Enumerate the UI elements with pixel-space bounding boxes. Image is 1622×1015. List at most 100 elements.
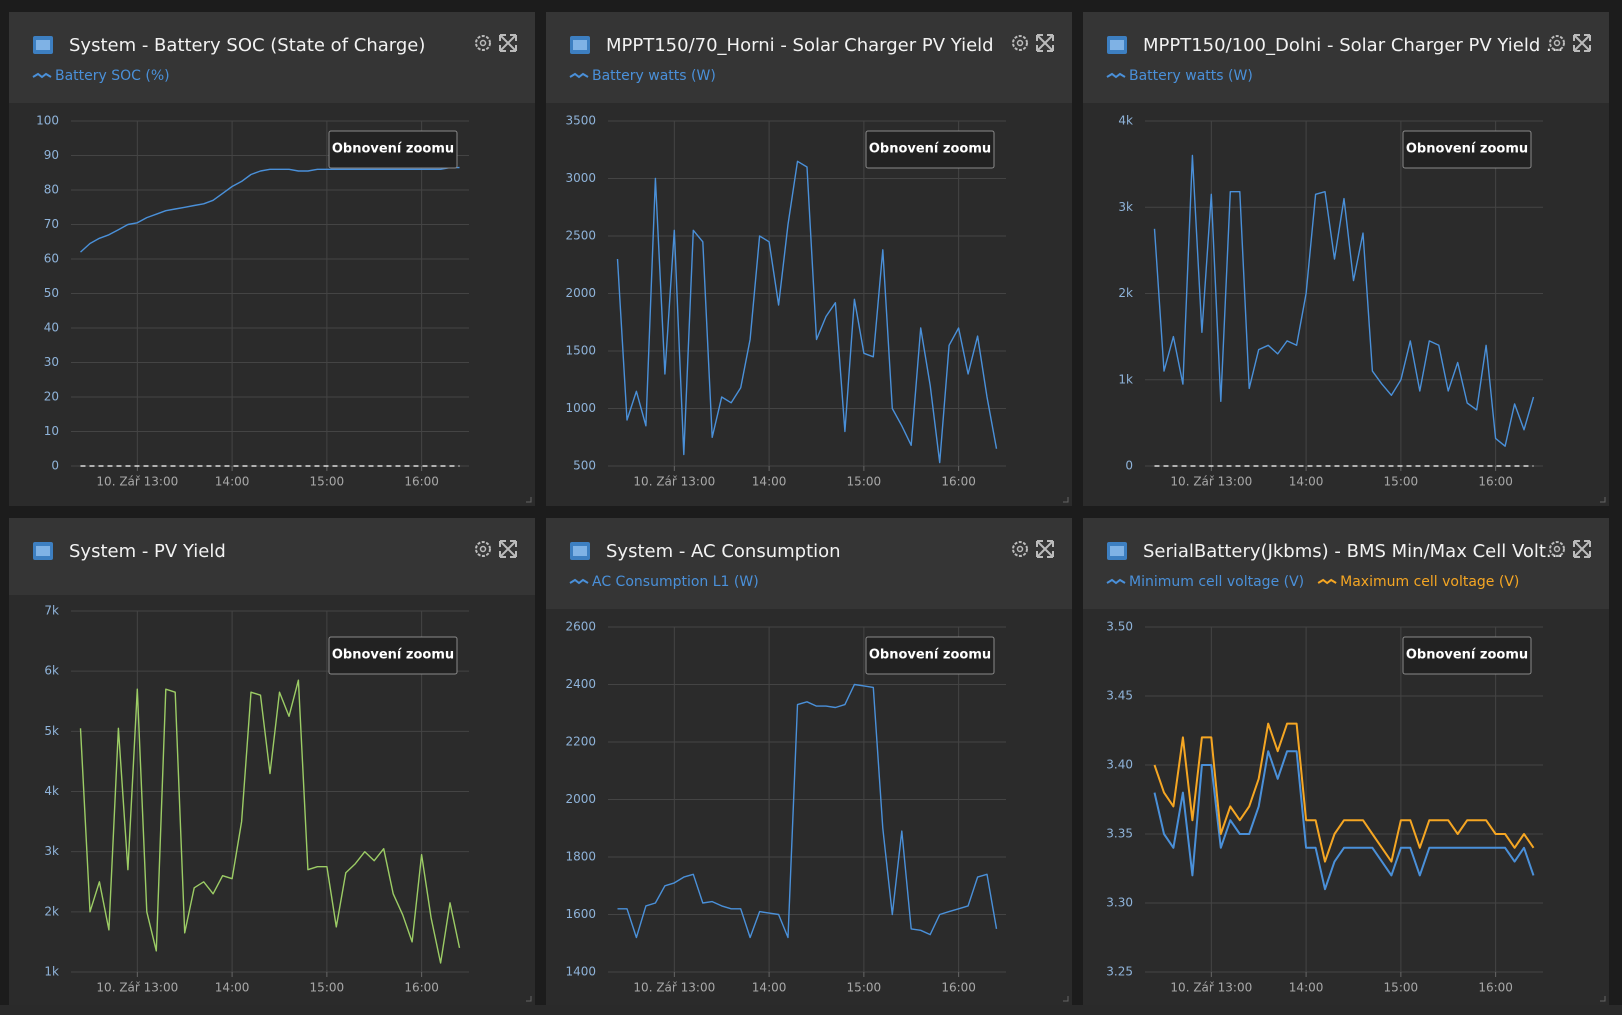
- y-tick-label: 1k: [1118, 372, 1133, 386]
- x-tick-label: 16:00: [404, 981, 439, 995]
- settings-icon-center: [1553, 545, 1561, 553]
- x-tick-label: 16:00: [941, 475, 976, 489]
- legend-label[interactable]: Battery watts (W): [592, 68, 716, 84]
- legend-label[interactable]: Battery SOC (%): [55, 68, 170, 84]
- x-tick-label: 10. Zář 13:00: [633, 981, 715, 995]
- y-tick-label: 1500: [565, 344, 596, 358]
- expand-icon[interactable]: [1036, 540, 1054, 558]
- x-tick-label: 15:00: [310, 475, 345, 489]
- expand-icon[interactable]: [499, 540, 517, 558]
- legend-label[interactable]: AC Consumption L1 (W): [592, 574, 759, 590]
- settings-icon[interactable]: [475, 35, 491, 51]
- x-tick-label: 10. Zář 13:00: [96, 981, 178, 995]
- settings-icon[interactable]: [1549, 541, 1565, 557]
- reset-zoom-label[interactable]: Obnovení zoomu: [869, 648, 991, 663]
- reset-zoom-label[interactable]: Obnovení zoomu: [1406, 648, 1528, 663]
- settings-icon[interactable]: [1012, 35, 1028, 51]
- x-tick-label: 10. Zář 13:00: [1170, 475, 1252, 489]
- y-tick-label: 6k: [44, 664, 59, 678]
- y-tick-label: 2400: [565, 677, 596, 691]
- legend-symbol: [32, 72, 52, 79]
- reset-zoom-label[interactable]: Obnovení zoomu: [869, 142, 991, 157]
- y-tick-label: 3k: [44, 844, 59, 858]
- panel-header: [1083, 518, 1609, 609]
- x-tick-label: 10. Zář 13:00: [633, 475, 715, 489]
- y-tick-label: 2k: [44, 904, 59, 918]
- chart-title: SerialBattery(Jkbms) - BMS Min/Max Cell …: [1143, 541, 1563, 562]
- data-line: [1153, 722, 1535, 863]
- expand-icon[interactable]: [1036, 34, 1054, 52]
- x-tick-label: 15:00: [847, 981, 882, 995]
- settings-icon-center: [1016, 545, 1024, 553]
- y-tick-label: 3000: [565, 171, 596, 185]
- reset-zoom-button[interactable]: [865, 130, 995, 169]
- y-tick-label: 40: [44, 321, 59, 335]
- y-tick-label: 3.50: [1106, 620, 1133, 634]
- data-line: [79, 679, 461, 964]
- y-tick-label: 3.30: [1106, 896, 1133, 910]
- resize-handle: [526, 497, 532, 503]
- x-tick-label: 14:00: [752, 475, 787, 489]
- y-tick-label: 2000: [565, 286, 596, 300]
- settings-icon-center: [479, 545, 487, 553]
- y-tick-label: 2600: [565, 620, 596, 634]
- y-tick-label: 30: [44, 355, 59, 369]
- chart-title: System - Battery SOC (State of Charge): [69, 35, 425, 56]
- settings-icon[interactable]: [1012, 541, 1028, 557]
- x-tick-label: 16:00: [404, 475, 439, 489]
- y-tick-label: 3.35: [1106, 827, 1133, 841]
- legend-label[interactable]: Maximum cell voltage (V): [1340, 574, 1519, 590]
- x-tick-label: 16:00: [941, 981, 976, 995]
- panel-header: [546, 518, 1072, 609]
- y-tick-label: 1k: [44, 965, 59, 979]
- reset-zoom-button[interactable]: [328, 636, 458, 675]
- expand-icon[interactable]: [499, 34, 517, 52]
- expand-icon[interactable]: [1573, 34, 1591, 52]
- legend-label[interactable]: Battery watts (W): [1129, 68, 1253, 84]
- y-tick-label: 4k: [44, 784, 59, 798]
- settings-icon-center: [479, 39, 487, 47]
- legend-label[interactable]: Minimum cell voltage (V): [1129, 574, 1304, 590]
- settings-icon[interactable]: [475, 541, 491, 557]
- y-tick-label: 20: [44, 390, 59, 404]
- x-tick-label: 14:00: [215, 475, 250, 489]
- y-tick-label: 1800: [565, 850, 596, 864]
- x-tick-label: 14:00: [752, 981, 787, 995]
- device-icon-inner: [573, 40, 587, 50]
- y-tick-label: 7k: [44, 604, 59, 618]
- reset-zoom-label[interactable]: Obnovení zoomu: [332, 142, 454, 157]
- data-line: [1153, 154, 1535, 447]
- y-tick-label: 5k: [44, 724, 59, 738]
- reset-zoom-label[interactable]: Obnovení zoomu: [1406, 142, 1528, 157]
- y-tick-label: 500: [573, 459, 596, 473]
- taskbar: [0, 1005, 1622, 1015]
- chart-title: MPPT150/100_Dolni - Solar Charger PV Yie…: [1143, 35, 1563, 56]
- device-icon-inner: [36, 40, 50, 50]
- x-tick-label: 14:00: [1289, 475, 1324, 489]
- device-icon-inner: [36, 546, 50, 556]
- settings-icon[interactable]: [1549, 35, 1565, 51]
- y-tick-label: 10: [44, 424, 59, 438]
- legend-symbol: [569, 72, 589, 79]
- reset-zoom-button[interactable]: [1402, 130, 1532, 169]
- y-tick-label: 0: [1125, 459, 1133, 473]
- panel-header: [9, 518, 535, 595]
- y-tick-label: 90: [44, 148, 59, 162]
- x-tick-label: 14:00: [1289, 981, 1324, 995]
- reset-zoom-button[interactable]: [1402, 636, 1532, 675]
- data-line: [616, 160, 998, 464]
- expand-icon[interactable]: [1573, 540, 1591, 558]
- y-tick-label: 2000: [565, 792, 596, 806]
- reset-zoom-button[interactable]: [865, 636, 995, 675]
- reset-zoom-label[interactable]: Obnovení zoomu: [332, 648, 454, 663]
- y-tick-label: 70: [44, 217, 59, 231]
- legend-symbol: [1317, 578, 1337, 585]
- y-tick-label: 3500: [565, 114, 596, 128]
- settings-icon-center: [1553, 39, 1561, 47]
- reset-zoom-button[interactable]: [328, 130, 458, 169]
- x-tick-label: 16:00: [1478, 475, 1513, 489]
- x-tick-label: 15:00: [847, 475, 882, 489]
- y-tick-label: 1600: [565, 907, 596, 921]
- resize-handle: [1063, 996, 1069, 1002]
